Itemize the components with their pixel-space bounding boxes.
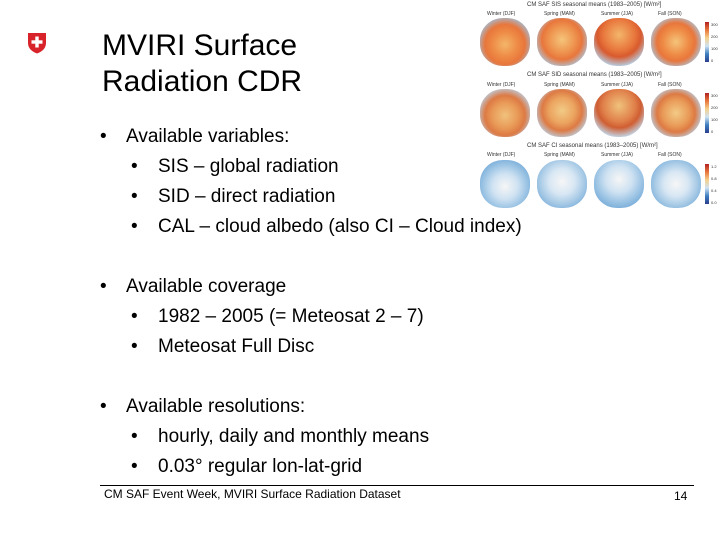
colorbar-label: 100 <box>711 46 718 51</box>
colorbar-label: 0.4 <box>711 188 717 193</box>
slide-title-line-2: Radiation CDR <box>102 65 303 98</box>
colorbar-label: 1.2 <box>711 164 717 169</box>
season-label: Spring (MAM) <box>544 11 575 17</box>
colorbar-label: 0.0 <box>711 200 717 205</box>
season-label: Spring (MAM) <box>544 82 575 88</box>
sub-bullet-item: SID – direct radiation <box>100 182 640 212</box>
bullet-item: Available resolutions: <box>100 392 640 422</box>
sub-bullet-item: CAL – cloud albedo (also CI – Cloud inde… <box>100 212 640 242</box>
panel-title-sis: CM SAF SIS seasonal means (1983–2005) [W… <box>527 2 662 8</box>
page-number: 14 <box>674 489 688 503</box>
sis-map-spring <box>537 18 587 66</box>
season-label: Fall (SON) <box>658 82 682 88</box>
panel-title-sid: CM SAF SID seasonal means (1983–2005) [W… <box>527 72 662 78</box>
colorbar-label: 300 <box>711 93 718 98</box>
season-label: Fall (SON) <box>658 11 682 17</box>
bullet-item: Available coverage <box>100 272 640 302</box>
colorbar-label: 0 <box>711 58 714 63</box>
bullet-group-variables: Available variables: SIS – global radiat… <box>100 122 640 242</box>
footer-divider <box>100 485 694 486</box>
ci-map-fall <box>651 160 701 208</box>
sis-colorbar <box>705 22 709 62</box>
sis-map-summer <box>594 18 644 66</box>
season-label: Winter (DJF) <box>487 11 516 17</box>
colorbar-label: 200 <box>711 34 718 39</box>
season-label: Winter (DJF) <box>487 82 516 88</box>
bullet-group-coverage: Available coverage 1982 – 2005 (= Meteos… <box>100 272 640 362</box>
sub-bullet-item: hourly, daily and monthly means <box>100 422 640 452</box>
ci-colorbar <box>705 164 709 204</box>
sid-colorbar <box>705 93 709 133</box>
season-label: Fall (SON) <box>658 152 682 158</box>
colorbar-label: 100 <box>711 117 718 122</box>
colorbar-label: 0 <box>711 129 714 134</box>
footer-text: CM SAF Event Week, MVIRI Surface Radiati… <box>104 487 401 501</box>
sis-map-fall <box>651 18 701 66</box>
slide-title: MVIRI Surface Radiation CDR <box>102 28 302 100</box>
bullet-group-resolutions: Available resolutions: hourly, daily and… <box>100 392 640 482</box>
swiss-cross-shield-icon <box>28 33 46 54</box>
colorbar-label: 200 <box>711 105 718 110</box>
colorbar-label: 0.8 <box>711 176 717 181</box>
sub-bullet-item: SIS – global radiation <box>100 152 640 182</box>
sis-map-winter <box>480 18 530 66</box>
colorbar-label: 300 <box>711 22 718 27</box>
bullet-list: Available variables: SIS – global radiat… <box>100 122 640 512</box>
season-label: Summer (JJA) <box>601 82 633 88</box>
slide-title-line-1: MVIRI Surface <box>102 29 298 62</box>
sid-map-fall <box>651 89 701 137</box>
sub-bullet-item: 1982 – 2005 (= Meteosat 2 – 7) <box>100 302 640 332</box>
season-label: Summer (JJA) <box>601 11 633 17</box>
sub-bullet-item: 0.03° regular lon-lat-grid <box>100 452 640 482</box>
sub-bullet-item: Meteosat Full Disc <box>100 332 640 362</box>
bullet-item: Available variables: <box>100 122 640 152</box>
